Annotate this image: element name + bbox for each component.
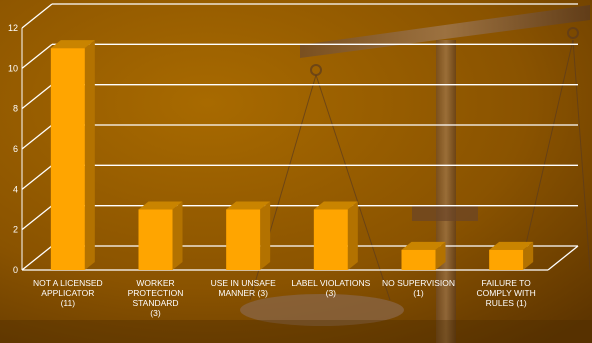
gridline-depth [21, 245, 53, 271]
gridline-depth [21, 124, 53, 150]
bar-side [84, 40, 95, 270]
bar-side [172, 201, 183, 270]
bar-front [313, 209, 348, 270]
bar-top [226, 201, 271, 210]
bar-side [523, 241, 534, 270]
bars [50, 40, 534, 270]
bar-side [260, 201, 271, 270]
x-category-label: LABEL VIOLATIONS (3) [291, 278, 371, 298]
bar-top [489, 241, 534, 250]
x-category-label: WORKER PROTECTION STANDARD (3) [127, 278, 184, 318]
bar-front [401, 249, 436, 270]
y-tick-label: 4 [13, 184, 18, 194]
bar [138, 201, 183, 270]
floor-edge-depth [547, 245, 579, 271]
bar-side [435, 241, 446, 270]
y-tick-label: 10 [8, 63, 18, 73]
bar-front [226, 209, 261, 270]
bar [313, 201, 358, 270]
y-tick-label: 8 [13, 104, 18, 114]
x-category-label: NOT A LICENSED APPLICATOR (11) [32, 278, 103, 308]
bar-top [138, 201, 183, 210]
y-tick-label: 12 [8, 23, 18, 33]
gridline-depth [21, 3, 53, 29]
x-category-label: FAILURE TO COMPLY WITH RULES (1) [476, 278, 536, 308]
gridline-depth [21, 43, 53, 69]
x-category-label: USE IN UNSAFE MANNER (3) [210, 278, 276, 298]
bar-top [313, 201, 358, 210]
bar-front [50, 48, 85, 270]
y-axis: 0 2 4 6 8 10 12 [8, 23, 18, 275]
bar-side [347, 201, 358, 270]
bar-front [489, 249, 524, 270]
y-tick-label: 0 [13, 265, 18, 275]
bar [50, 40, 95, 270]
bar [489, 241, 534, 270]
gridline-depth [21, 84, 53, 110]
gridlines [21, 3, 579, 271]
x-category-label: NO SUPERVISION (1) [381, 278, 456, 298]
y-tick-label: 6 [13, 144, 18, 154]
y-tick-label: 2 [13, 225, 18, 235]
bar-top [50, 40, 95, 49]
bar [226, 201, 271, 270]
gridline-depth [21, 164, 53, 190]
bar-top [401, 241, 446, 250]
bar [401, 241, 446, 270]
bar-front [138, 209, 173, 270]
gridline-depth [21, 205, 53, 231]
